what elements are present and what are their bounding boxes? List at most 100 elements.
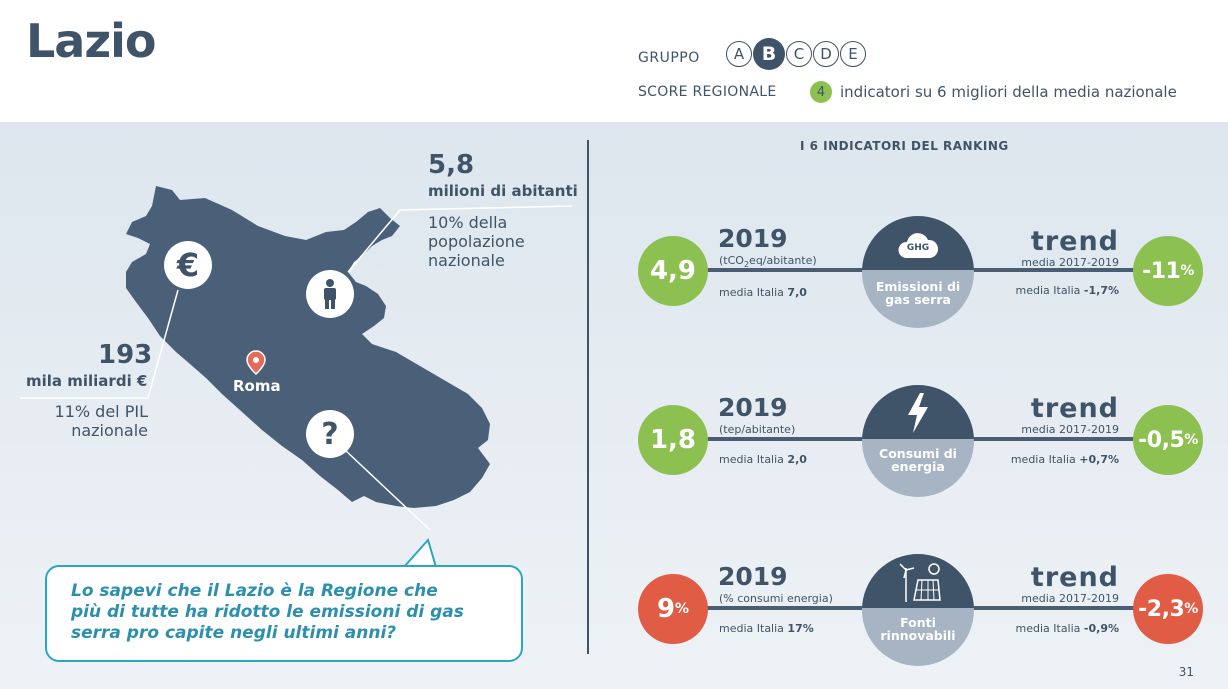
- media-label: media Italia: [719, 453, 784, 466]
- gdp-desc: 11% del PIL nazionale: [26, 402, 148, 440]
- population-desc: 10% della popolazione nazionale: [428, 213, 525, 270]
- population-desc-line: nazionale: [428, 251, 505, 270]
- lightning-icon: [908, 393, 928, 433]
- indicator-center-circle: GHG Emissioni di gas serra: [862, 216, 974, 328]
- score-text: indicatori su 6 migliori della media naz…: [840, 83, 1177, 101]
- trend-label: trend: [1030, 562, 1119, 593]
- trend-pct: %: [1184, 601, 1198, 617]
- unit-sub: 2: [743, 260, 750, 270]
- trend-pct: %: [1184, 432, 1198, 448]
- trend-media-italia: media Italia -1,7%: [1016, 284, 1120, 297]
- indicator-value-pct: %: [675, 601, 690, 617]
- center-label-line: Fonti: [900, 615, 936, 630]
- population-desc-line: 10% della: [428, 213, 508, 232]
- gruppo-option-d: D: [813, 41, 839, 67]
- trend-value: -2,3: [1138, 596, 1185, 622]
- lazio-map: [20, 186, 573, 568]
- gruppo-label: GRUPPO: [638, 50, 700, 66]
- score-badge: 4: [810, 81, 832, 103]
- column-divider: [587, 140, 589, 654]
- gruppo-option-a: A: [726, 41, 752, 67]
- gdp-unit: mila miliardi €: [26, 372, 148, 390]
- indicator-value-circle: 9%: [638, 574, 708, 644]
- indicator-media-italia: media Italia 17%: [719, 622, 814, 635]
- indicator-row-renewables: 9% 2019 (% consumi energia) media Italia…: [0, 550, 1228, 670]
- indicator-center-label: Emissioni di gas serra: [862, 280, 974, 306]
- trend-value-circle: -0,5%: [1133, 405, 1203, 475]
- population-underline: [399, 205, 573, 211]
- unit-text: (tCO: [719, 254, 744, 267]
- trend-value-circle: -2,3%: [1133, 574, 1203, 644]
- indicator-year: 2019: [718, 224, 788, 253]
- trend-media-italia: media Italia +0,7%: [1011, 453, 1119, 466]
- indicator-center-circle: Consumi di energia: [862, 385, 974, 497]
- trend-media-label: media Italia: [1015, 622, 1081, 635]
- gdp-desc-line: 11% del PIL: [54, 402, 148, 421]
- indicator-year: 2019: [718, 393, 788, 422]
- indicator-center-label: Consumi di energia: [862, 447, 974, 473]
- trend-value: -0,5: [1138, 427, 1185, 453]
- media-value: 17%: [787, 622, 814, 635]
- unit-text: eq/abitante): [749, 254, 817, 267]
- trend-media-value: -0,9%: [1083, 622, 1119, 635]
- gdp-desc-line: nazionale: [71, 421, 148, 440]
- lazio-region-shape: [126, 186, 490, 508]
- indicator-center-circle: Fonti rinnovabili: [862, 554, 974, 666]
- trend-period: media 2017-2019: [1021, 592, 1119, 605]
- callout-line: più di tutte ha ridotto le emissioni di …: [71, 602, 464, 622]
- gruppo-option-b-selected: B: [753, 38, 785, 70]
- center-label-line: energia: [891, 459, 945, 474]
- indicator-year: 2019: [718, 562, 788, 591]
- population-unit: milioni di abitanti: [428, 182, 578, 200]
- indicator-media-italia: media Italia 7,0: [719, 286, 807, 299]
- gruppo-options: A B C D E: [726, 38, 866, 70]
- callout-connector-line: [344, 449, 431, 531]
- page-title: Lazio: [26, 14, 156, 68]
- population-desc-line: popolazione: [428, 232, 525, 251]
- fun-fact-callout: Lo sapevi che il Lazio è la Regione che …: [45, 565, 523, 662]
- media-value: 2,0: [787, 453, 807, 466]
- media-value: 7,0: [787, 286, 807, 299]
- population-connector-line: [347, 209, 401, 273]
- callout-line: serra pro capite negli ultimi anni?: [71, 623, 397, 643]
- indicator-media-italia: media Italia 2,0: [719, 453, 807, 466]
- trend-value: -11: [1142, 258, 1181, 284]
- indicator-value: 4,9: [649, 256, 697, 286]
- trend-media-value: -1,7%: [1083, 284, 1119, 297]
- euro-icon: €: [164, 241, 212, 289]
- trend-media-italia: media Italia -0,9%: [1016, 622, 1120, 635]
- trend-pct: %: [1180, 263, 1194, 279]
- trend-label: trend: [1030, 393, 1119, 424]
- indicator-value: 1,8: [649, 425, 697, 455]
- gdp-value: 193: [98, 340, 153, 370]
- indicator-unit: (tCO2eq/abitante): [719, 254, 817, 269]
- header: Lazio GRUPPO A B C D E SCORE REGIONALE 4…: [0, 0, 1228, 122]
- trend-media-label: media Italia: [1010, 453, 1076, 466]
- trend-value-circle: -11%: [1133, 236, 1203, 306]
- page-number: 31: [1178, 665, 1194, 679]
- center-label-line: Emissioni di: [875, 279, 961, 294]
- ghg-badge: GHG: [906, 243, 930, 253]
- indicator-value: 9: [656, 594, 676, 624]
- population-value: 5,8: [428, 150, 475, 180]
- trend-label: trend: [1030, 226, 1119, 257]
- trend-period: media 2017-2019: [1021, 256, 1119, 269]
- indicator-value-circle: 1,8: [638, 405, 708, 475]
- gdp-connector-line: [147, 289, 179, 399]
- question-icon: ?: [306, 410, 354, 458]
- center-label-line: Consumi di: [879, 446, 957, 461]
- indicators-title: I 6 INDICATORI DEL RANKING: [800, 139, 1009, 153]
- indicator-unit: (tep/abitante): [719, 423, 796, 436]
- gruppo-option-c: C: [786, 41, 812, 67]
- trend-media-label: media Italia: [1015, 284, 1081, 297]
- score-label: SCORE REGIONALE: [638, 84, 777, 100]
- cloud-icon: [898, 233, 939, 258]
- indicator-value-circle: 4,9: [638, 236, 708, 306]
- trend-period: media 2017-2019: [1021, 423, 1119, 436]
- gruppo-option-e: E: [840, 41, 866, 67]
- indicator-row-emissions: 4,9 2019 (tCO2eq/abitante) media Italia …: [0, 212, 1228, 332]
- solar-wind-icon: [899, 563, 941, 602]
- indicator-center-label: Fonti rinnovabili: [862, 616, 974, 642]
- person-icon: [306, 270, 354, 318]
- media-label: media Italia: [719, 286, 784, 299]
